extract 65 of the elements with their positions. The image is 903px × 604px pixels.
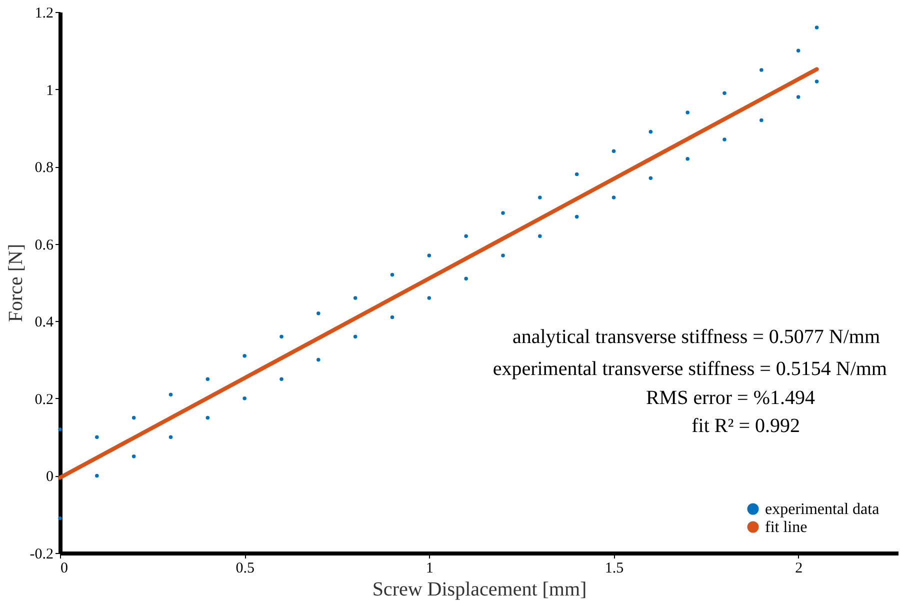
- point: [353, 334, 358, 338]
- point: [760, 118, 764, 122]
- point: [427, 296, 432, 300]
- y-tick-label: 0.4: [34, 314, 54, 331]
- point: [390, 272, 394, 277]
- point: [686, 156, 690, 161]
- legend-label: fit line: [765, 519, 808, 536]
- point: [722, 91, 726, 96]
- point: [206, 416, 210, 420]
- annotation: RMS error = %1.494: [646, 387, 815, 409]
- y-tick-label: -0.2: [30, 546, 54, 562]
- point: [316, 358, 320, 362]
- annotation: experimental transverse stiffness = 0.5154 N/mm: [492, 358, 888, 380]
- point: [427, 254, 432, 258]
- point: [538, 196, 542, 200]
- point: [814, 26, 819, 30]
- point: [95, 474, 99, 478]
- annotation: fit R² = 0.992: [692, 415, 800, 437]
- point: [280, 334, 284, 338]
- point: [168, 392, 173, 396]
- y-axis-title: Force [N]: [4, 244, 27, 322]
- point: [501, 254, 505, 258]
- point: [648, 130, 653, 134]
- x-tick-label: 1: [426, 560, 434, 576]
- y-tick-label: 1: [46, 82, 54, 99]
- point: [574, 172, 579, 176]
- annotation: analytical transverse stiffness = 0.5077 N/mm: [512, 326, 880, 348]
- point: [206, 377, 210, 381]
- point: [95, 435, 99, 439]
- point: [132, 454, 136, 458]
- x-tick-label: 0: [60, 560, 68, 576]
- point: [538, 234, 542, 238]
- point: [464, 234, 468, 238]
- point: [280, 377, 284, 381]
- point: [132, 416, 136, 420]
- point: [316, 312, 320, 316]
- point: [390, 315, 394, 320]
- point: [242, 396, 246, 400]
- y-tick-label: 0: [46, 469, 54, 486]
- point: [686, 110, 690, 114]
- point: [612, 196, 616, 200]
- point: [242, 354, 246, 358]
- point: [464, 276, 468, 281]
- point: [796, 95, 800, 99]
- point: [168, 435, 173, 439]
- x-tick-label: 2: [795, 560, 803, 576]
- point: [722, 138, 726, 142]
- legend-label: experimental data: [765, 501, 880, 518]
- point: [501, 211, 505, 215]
- point: [574, 214, 579, 219]
- point: [58, 516, 62, 520]
- y-tick-label: 1.2: [34, 6, 54, 22]
- x-tick-label: 0.5: [236, 560, 254, 576]
- point: [612, 149, 616, 153]
- x-tick-label: 1.5: [604, 560, 624, 576]
- point: [648, 176, 653, 180]
- point: [814, 80, 819, 84]
- y-tick-label: 0.6: [34, 237, 54, 254]
- point: [760, 68, 764, 72]
- point: [58, 427, 62, 432]
- y-tick-label: 0.8: [34, 160, 54, 176]
- y-tick-label: 0.2: [34, 392, 54, 408]
- point: [796, 48, 800, 53]
- point: [353, 296, 358, 300]
- x-axis-title: Screw Displacement [mm]: [372, 578, 587, 600]
